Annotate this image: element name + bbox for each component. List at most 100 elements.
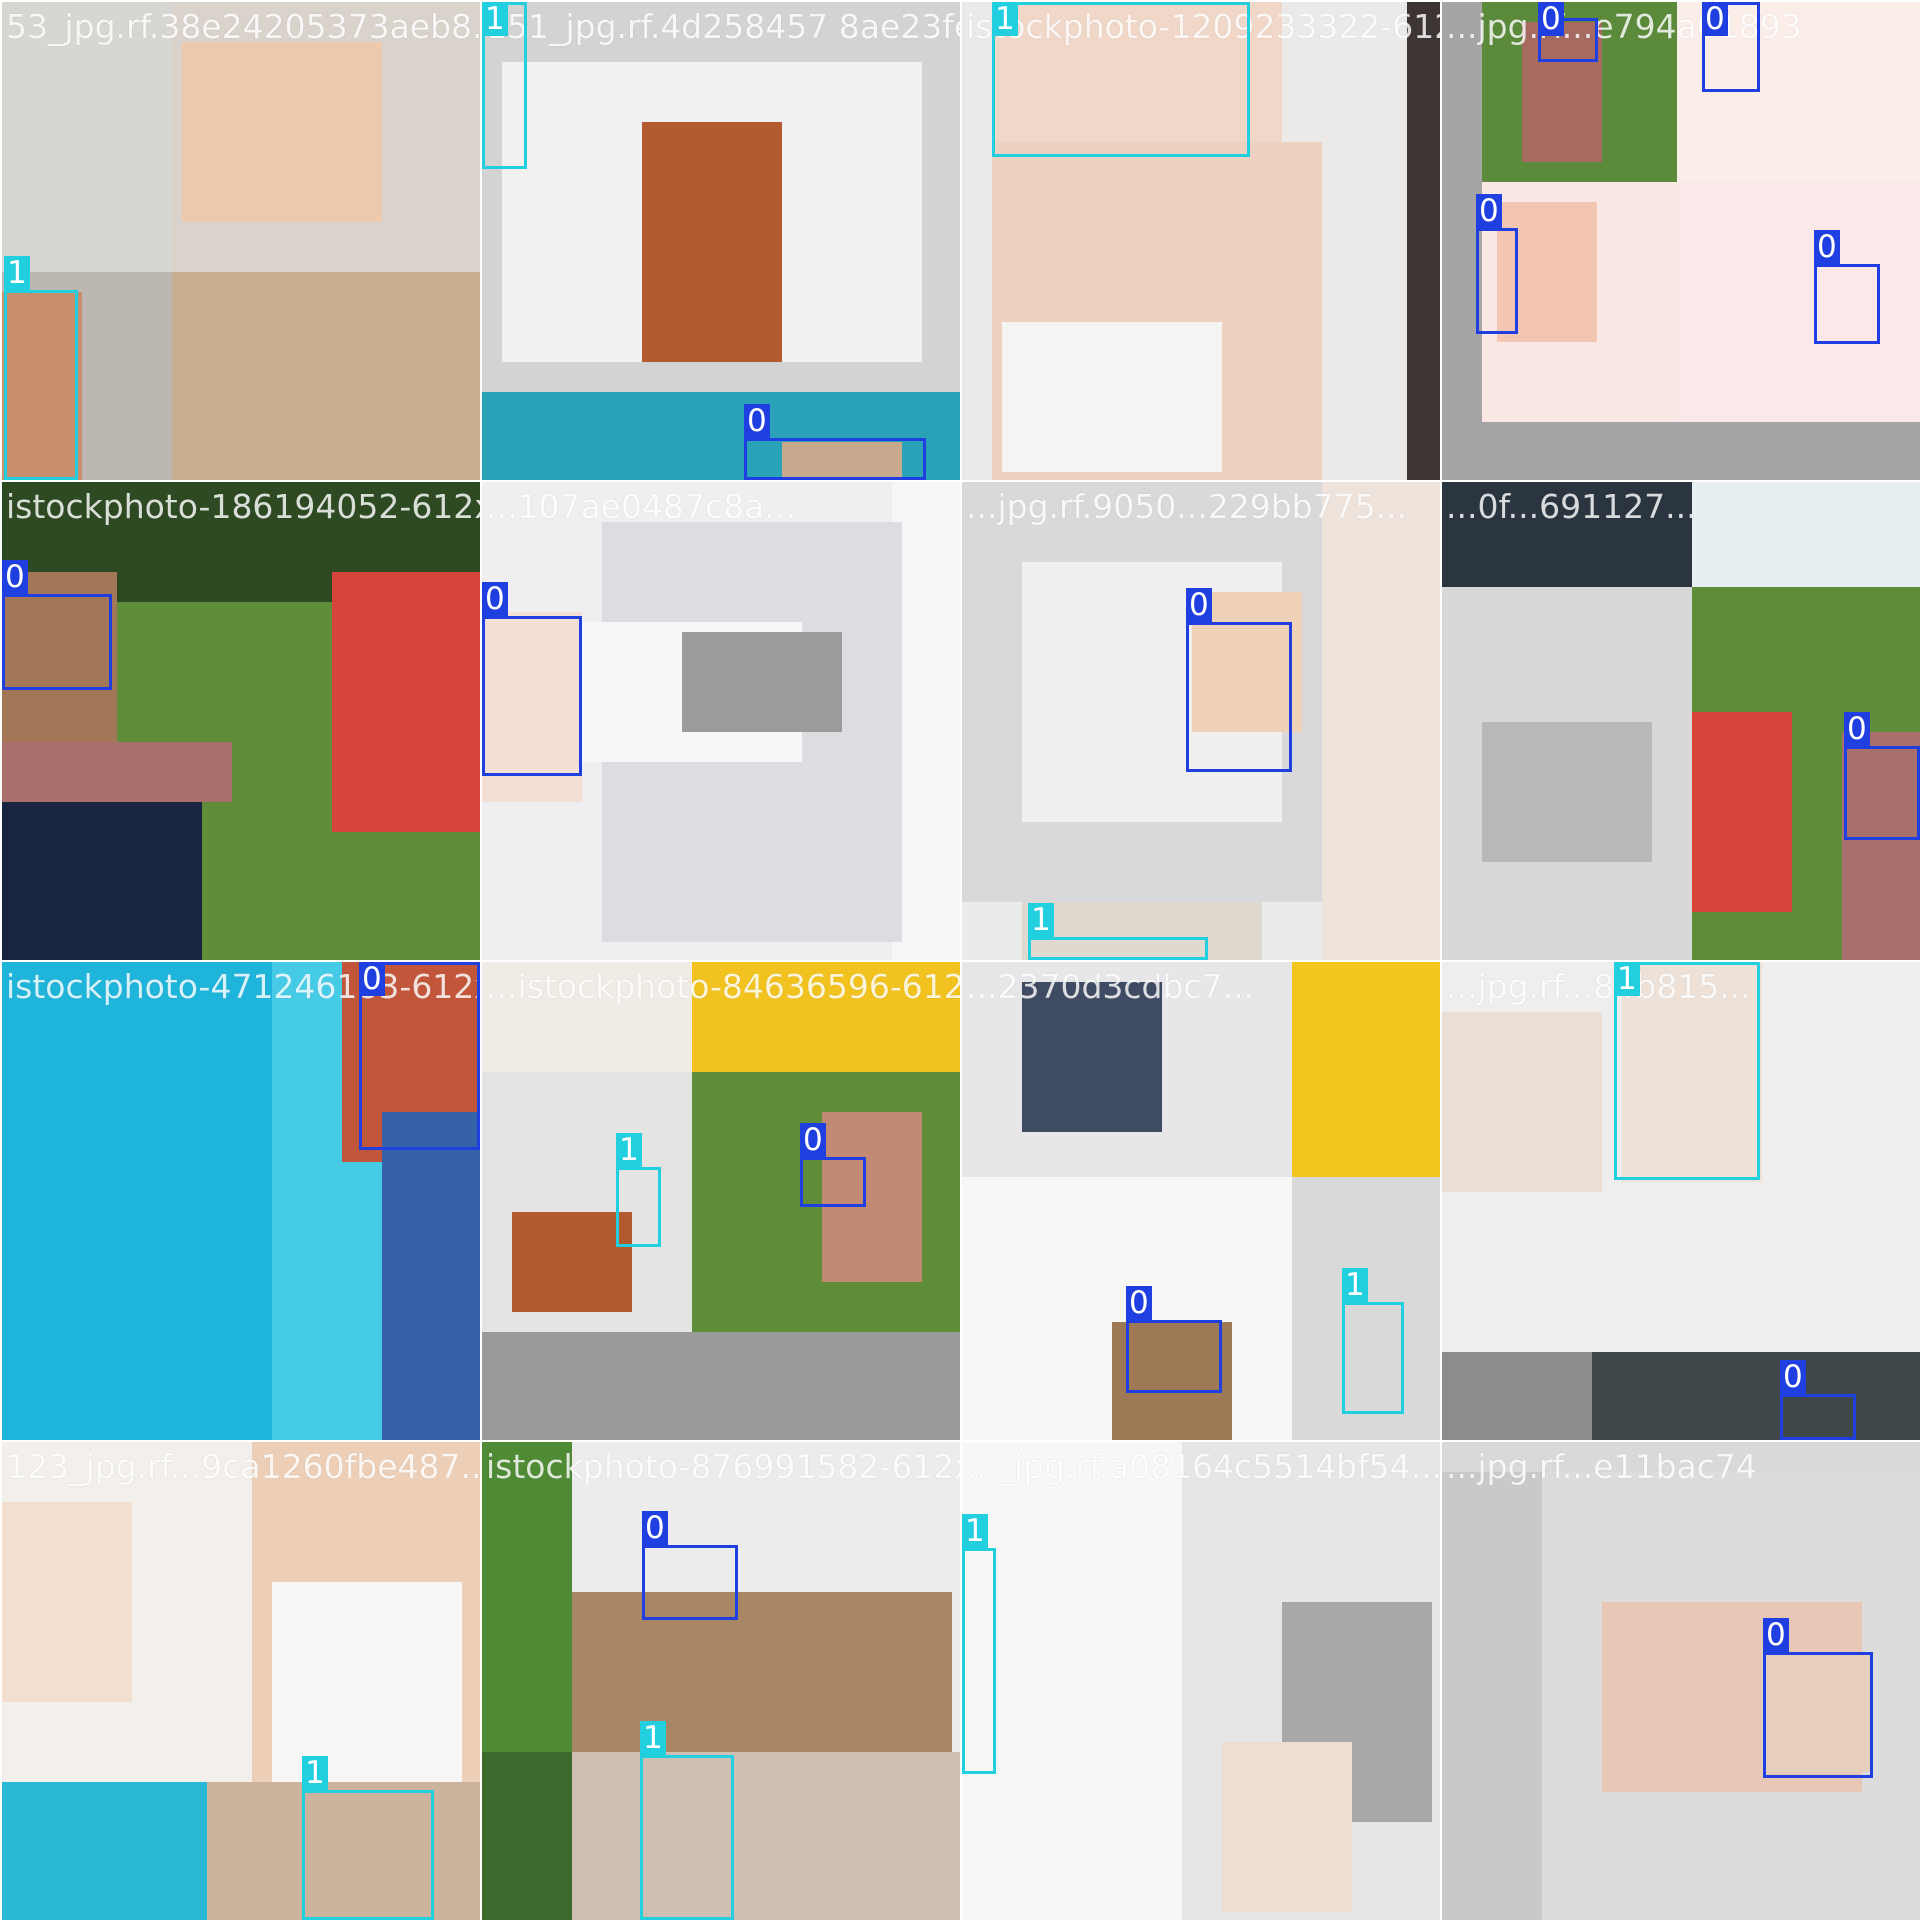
mosaic-tile: 53_jpg.rf.38e24205373aeb8... 1 [2, 2, 480, 480]
mosaic-tile: ...jpg.rf...e794a01893 0 0 0 0 [1442, 2, 1920, 480]
photo-region [2, 2, 172, 272]
image-filename-label: 123_jpg.rf...9ca1260fbe487... [6, 1447, 480, 1486]
detection-box [616, 1167, 661, 1247]
image-filename-label: ...jpg.rf.9050...229bb775... [966, 487, 1408, 526]
detection-box [992, 2, 1250, 157]
photo-region [962, 1442, 1182, 1920]
detection-box [1614, 962, 1760, 1180]
mosaic-tile: ...jpg.rf...e11bac74 0 [1442, 1442, 1920, 1920]
class-label-tag: 0 [1780, 1360, 1806, 1394]
class-label-tag: 1 [302, 1756, 328, 1790]
tile-photo [482, 1442, 960, 1920]
tile-photo [482, 2, 960, 480]
detection-box [1342, 1302, 1404, 1414]
photo-region [1442, 1352, 1592, 1440]
photo-region [782, 442, 902, 480]
detection-box [2, 594, 112, 690]
image-filename-label: istockphoto-471246183-612x612 [6, 967, 480, 1006]
detection-box [1186, 622, 1292, 772]
tile-photo [962, 2, 1440, 480]
photo-region [1442, 1012, 1602, 1192]
detection-box [1763, 1652, 1873, 1778]
photo-region [207, 1782, 480, 1920]
class-label-tag: 0 [1844, 712, 1870, 746]
mosaic-tile: ...0f...691127... 0 [1442, 482, 1920, 960]
detection-box [640, 1755, 734, 1920]
mosaic-tile: ..._jpg.rf.a08164c5514bf54... 1 [962, 1442, 1440, 1920]
class-label-tag: 0 [1476, 194, 1502, 228]
photo-region [1497, 202, 1597, 342]
detection-box [642, 1545, 738, 1620]
detection-box [962, 1548, 996, 1774]
photo-region [1677, 182, 1920, 422]
mosaic-tile: istockphoto-471246183-612x6120 [2, 962, 480, 1440]
photo-region [1222, 1742, 1352, 1912]
photo-region [1112, 1322, 1232, 1440]
mosaic-tile: ...jpg.rf.9050...229bb775... 0 1 [962, 482, 1440, 960]
class-label-tag: 1 [992, 2, 1018, 36]
photo-region [682, 632, 842, 732]
tile-photo [482, 962, 960, 1440]
mosaic-tile: istockphoto-1209233322-612x6121 [962, 2, 1440, 480]
photo-region [1692, 712, 1792, 912]
photo-region [382, 1112, 480, 1440]
image-filename-label: ...jpg.rf...e794a01893 [1446, 7, 1802, 46]
class-label-tag: 1 [482, 2, 508, 36]
class-label-tag: 0 [1763, 1618, 1789, 1652]
class-label-tag: 0 [642, 1511, 668, 1545]
photo-region [172, 272, 480, 480]
photo-region [1292, 1177, 1440, 1440]
photo-region [1407, 2, 1440, 480]
tile-photo [2, 482, 480, 960]
photo-region [482, 962, 692, 1072]
detection-box [1476, 228, 1518, 334]
detection-box [1702, 2, 1760, 92]
photo-region [1842, 732, 1920, 960]
photo-region [2, 292, 82, 480]
photo-region [1592, 1352, 1920, 1440]
image-filename-label: ...107ae0487c8a... [486, 487, 796, 526]
class-label-tag: 0 [744, 404, 770, 438]
photo-region [642, 122, 782, 362]
tile-photo [2, 2, 480, 480]
image-filename-label: ..._jpg.rf.a08164c5514bf54... [966, 1447, 1440, 1486]
image-filename-label: istockphoto-1209233322-612x612 [966, 7, 1440, 46]
detection-box [1538, 18, 1598, 62]
image-filename-label: istockphoto-186194052-612x612 [6, 487, 480, 526]
class-label-tag: 1 [1342, 1268, 1368, 1302]
photo-region [1022, 902, 1262, 960]
class-label-tag: 1 [962, 1514, 988, 1548]
photo-region [2, 742, 232, 802]
detection-box [482, 616, 582, 776]
photo-region [692, 962, 960, 1072]
detection-box [1028, 937, 1208, 960]
image-filename-label: ...istockphoto-84636596-612... [486, 967, 960, 1006]
photo-region [512, 1212, 632, 1312]
class-label-tag: 0 [482, 582, 508, 616]
detection-box [4, 290, 78, 480]
photo-region [572, 1592, 952, 1752]
photo-region [2, 572, 117, 752]
detection-box [744, 438, 926, 480]
photo-region [1692, 482, 1920, 587]
class-label-tag: 0 [1186, 588, 1212, 622]
class-label-tag: 0 [1702, 2, 1728, 36]
tile-photo [962, 1442, 1440, 1920]
image-filename-label: ...jpg.rf...84b815... [1446, 967, 1751, 1006]
photo-region [2, 1502, 132, 1702]
class-label-tag: 1 [1028, 903, 1054, 937]
photo-region [2, 962, 272, 1440]
tile-photo [1442, 482, 1920, 960]
image-filename-label: ...2370d3cdbc7... [966, 967, 1255, 1006]
image-filename-label: 151_jpg.rf.4d258457 8ae23feaf... [486, 7, 960, 46]
photo-region [1442, 1472, 1542, 1920]
mosaic-tile: 151_jpg.rf.4d258457 8ae23feaf...1 0 [482, 2, 960, 480]
image-filename-label: 53_jpg.rf.38e24205373aeb8... [6, 7, 480, 46]
mosaic-tile: ...2370d3cdbc7... 0 1 [962, 962, 1440, 1440]
tile-photo [1442, 1442, 1920, 1920]
photo-region [1002, 322, 1222, 472]
mosaic-tile: 123_jpg.rf...9ca1260fbe487... 1 [2, 1442, 480, 1920]
photo-region [2, 782, 202, 960]
photo-region [332, 572, 480, 832]
detection-box [1126, 1320, 1222, 1393]
